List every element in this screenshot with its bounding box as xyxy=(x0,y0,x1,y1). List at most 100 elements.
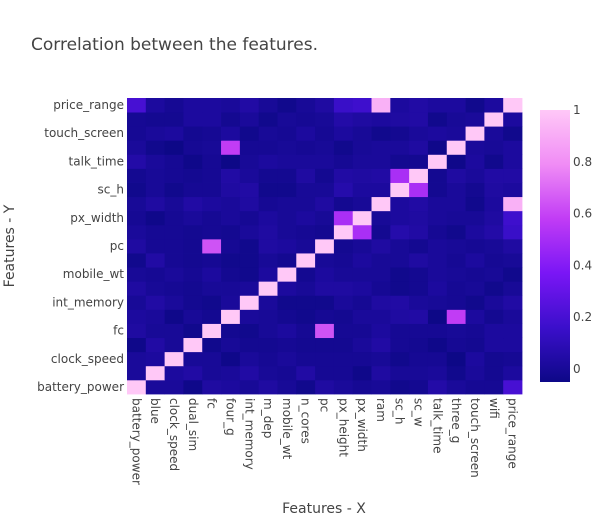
heatmap-cell-px_height-fc xyxy=(202,224,222,240)
heatmap-cell-sc_h-sc_w xyxy=(409,182,429,198)
heatmap-cell-px_width-three_g xyxy=(446,210,466,226)
heatmap-cell-pc-n_cores xyxy=(296,238,316,254)
heatmap-cell-wifi-four_g xyxy=(221,112,241,127)
heatmap-cell-int_memory-pc xyxy=(315,295,335,310)
heatmap-cell-pc-touch_screen xyxy=(465,238,485,254)
heatmap-cell-px_height-n_cores xyxy=(296,224,316,240)
heatmap-cell-four_g-four_g xyxy=(221,309,241,324)
heatmap-cell-wifi-clock_speed xyxy=(164,112,184,127)
heatmap-cell-sc_w-sc_w xyxy=(409,168,429,183)
heatmap-cell-n_cores-sc_w xyxy=(409,253,429,268)
heatmap-cell-mobile_wt-int_memory xyxy=(239,267,260,282)
heatmap-cell-sc_w-pc xyxy=(315,168,335,183)
heatmap-cell-talk_time-dual_sim xyxy=(183,154,203,169)
heatmap-cell-battery_power-touch_screen xyxy=(465,379,485,395)
heatmap-cell-talk_time-px_width xyxy=(352,154,372,169)
heatmap-cell-m_dep-n_cores xyxy=(296,281,316,296)
heatmap-cell-clock_speed-blue xyxy=(145,351,166,367)
heatmap-cell-wifi-ram xyxy=(371,112,391,127)
heatmap-cell-ram-m_dep xyxy=(258,196,278,212)
heatmap-cell-m_dep-three_g xyxy=(446,281,466,296)
heatmap-cell-clock_speed-int_memory xyxy=(239,351,260,367)
heatmap-cell-sc_w-n_cores xyxy=(296,168,316,183)
heatmap-cell-pc-px_height xyxy=(333,238,354,254)
heatmap-cell-ram-ram xyxy=(371,196,391,212)
heatmap-cell-n_cores-n_cores xyxy=(296,253,316,268)
heatmap-cell-price_range-sc_h xyxy=(390,98,410,113)
heatmap-cell-touch_screen-clock_speed xyxy=(164,126,184,141)
heatmap-cell-int_memory-wifi xyxy=(484,295,504,310)
heatmap-cell-mobile_wt-sc_h xyxy=(390,267,410,282)
heatmap-cell-sc_h-price_range xyxy=(503,182,523,198)
heatmap-cell-four_g-ram xyxy=(371,309,391,324)
heatmap-cell-int_memory-mobile_wt xyxy=(277,295,297,310)
heatmap-cell-m_dep-fc xyxy=(202,281,222,296)
heatmap-cell-sc_h-blue xyxy=(145,182,166,198)
heatmap-cell-int_memory-ram xyxy=(371,295,391,310)
heatmap-cell-blue-three_g xyxy=(446,365,466,381)
heatmap-cell-fc-n_cores xyxy=(296,323,316,339)
heatmap-cell-px_width-px_height xyxy=(333,210,354,226)
heatmap-cell-ram-three_g xyxy=(446,196,466,212)
heatmap-cell-m_dep-price_range xyxy=(503,281,523,296)
x-tick-m_dep: m_dep xyxy=(261,398,275,438)
heatmap-cell-m_dep-battery_power xyxy=(127,281,147,296)
heatmap-cell-px_width-touch_screen xyxy=(465,210,485,226)
colorbar xyxy=(540,110,570,382)
heatmap-cell-four_g-clock_speed xyxy=(164,309,184,324)
heatmap-cell-touch_screen-m_dep xyxy=(258,126,278,141)
heatmap-cell-four_g-px_height xyxy=(333,309,354,324)
heatmap-cell-talk_time-wifi xyxy=(484,154,504,169)
heatmap-cell-sc_w-three_g xyxy=(446,168,466,183)
heatmap-cell-mobile_wt-px_width xyxy=(352,267,372,282)
heatmap-cell-dual_sim-battery_power xyxy=(127,337,147,353)
heatmap-cell-blue-px_height xyxy=(333,365,354,381)
heatmap-cell-touch_screen-four_g xyxy=(221,126,241,141)
heatmap-cell-sc_h-wifi xyxy=(484,182,504,198)
heatmap-cell-mobile_wt-blue xyxy=(145,267,166,282)
heatmap-cell-price_range-battery_power xyxy=(127,98,147,113)
heatmap-cell-mobile_wt-sc_w xyxy=(409,267,429,282)
heatmap-cell-px_height-battery_power xyxy=(127,224,147,240)
heatmap-cell-clock_speed-talk_time xyxy=(427,351,448,367)
heatmap-cell-price_range-four_g xyxy=(221,98,241,113)
heatmap-cell-three_g-pc xyxy=(315,140,335,155)
heatmap-cell-fc-battery_power xyxy=(127,323,147,339)
x-tick-touch_screen: touch_screen xyxy=(468,398,482,478)
heatmap-cell-three_g-m_dep xyxy=(258,140,278,155)
heatmap-cell-blue-touch_screen xyxy=(465,365,485,381)
heatmap-cell-int_memory-price_range xyxy=(503,295,523,310)
heatmap-cell-blue-px_width xyxy=(352,365,372,381)
x-tick-price_range: price_range xyxy=(506,398,520,469)
heatmap-cell-touch_screen-price_range xyxy=(503,126,523,141)
heatmap-cell-m_dep-int_memory xyxy=(239,281,260,296)
heatmap-cell-mobile_wt-fc xyxy=(202,267,222,282)
heatmap-cell-blue-wifi xyxy=(484,365,504,381)
heatmap-cell-pc-dual_sim xyxy=(183,238,203,254)
x-tick-three_g: three_g xyxy=(449,398,463,443)
heatmap-cell-n_cores-price_range xyxy=(503,253,523,268)
heatmap-cell-ram-pc xyxy=(315,196,335,212)
heatmap-cell-m_dep-clock_speed xyxy=(164,281,184,296)
heatmap-cell-px_height-price_range xyxy=(503,224,523,240)
heatmap-cell-pc-three_g xyxy=(446,238,466,254)
heatmap-cell-three_g-sc_h xyxy=(390,140,410,155)
heatmap-cell-pc-blue xyxy=(145,238,166,254)
heatmap-cell-four_g-blue xyxy=(145,309,166,324)
heatmap-cell-dual_sim-sc_h xyxy=(390,337,410,353)
heatmap-cell-talk_time-pc xyxy=(315,154,335,169)
heatmap-cell-battery_power-px_width xyxy=(352,379,372,395)
heatmap-cell-int_memory-int_memory xyxy=(239,295,260,310)
heatmap-cell-fc-clock_speed xyxy=(164,323,184,339)
heatmap-cell-four_g-px_width xyxy=(352,309,372,324)
heatmap-cell-ram-four_g xyxy=(221,196,241,212)
heatmap-cell-three_g-int_memory xyxy=(239,140,260,155)
heatmap-cell-fc-pc xyxy=(315,323,335,339)
y-tick-mobile_wt: mobile_wt xyxy=(63,267,125,281)
heatmap-cell-px_width-fc xyxy=(202,210,222,226)
heatmap-cell-fc-ram xyxy=(371,323,391,339)
y-tick-talk_time: talk_time xyxy=(69,154,124,168)
heatmap-cell-m_dep-mobile_wt xyxy=(277,281,297,296)
x-tick-clock_speed: clock_speed xyxy=(167,398,181,471)
heatmap-cell-wifi-price_range xyxy=(503,112,523,127)
